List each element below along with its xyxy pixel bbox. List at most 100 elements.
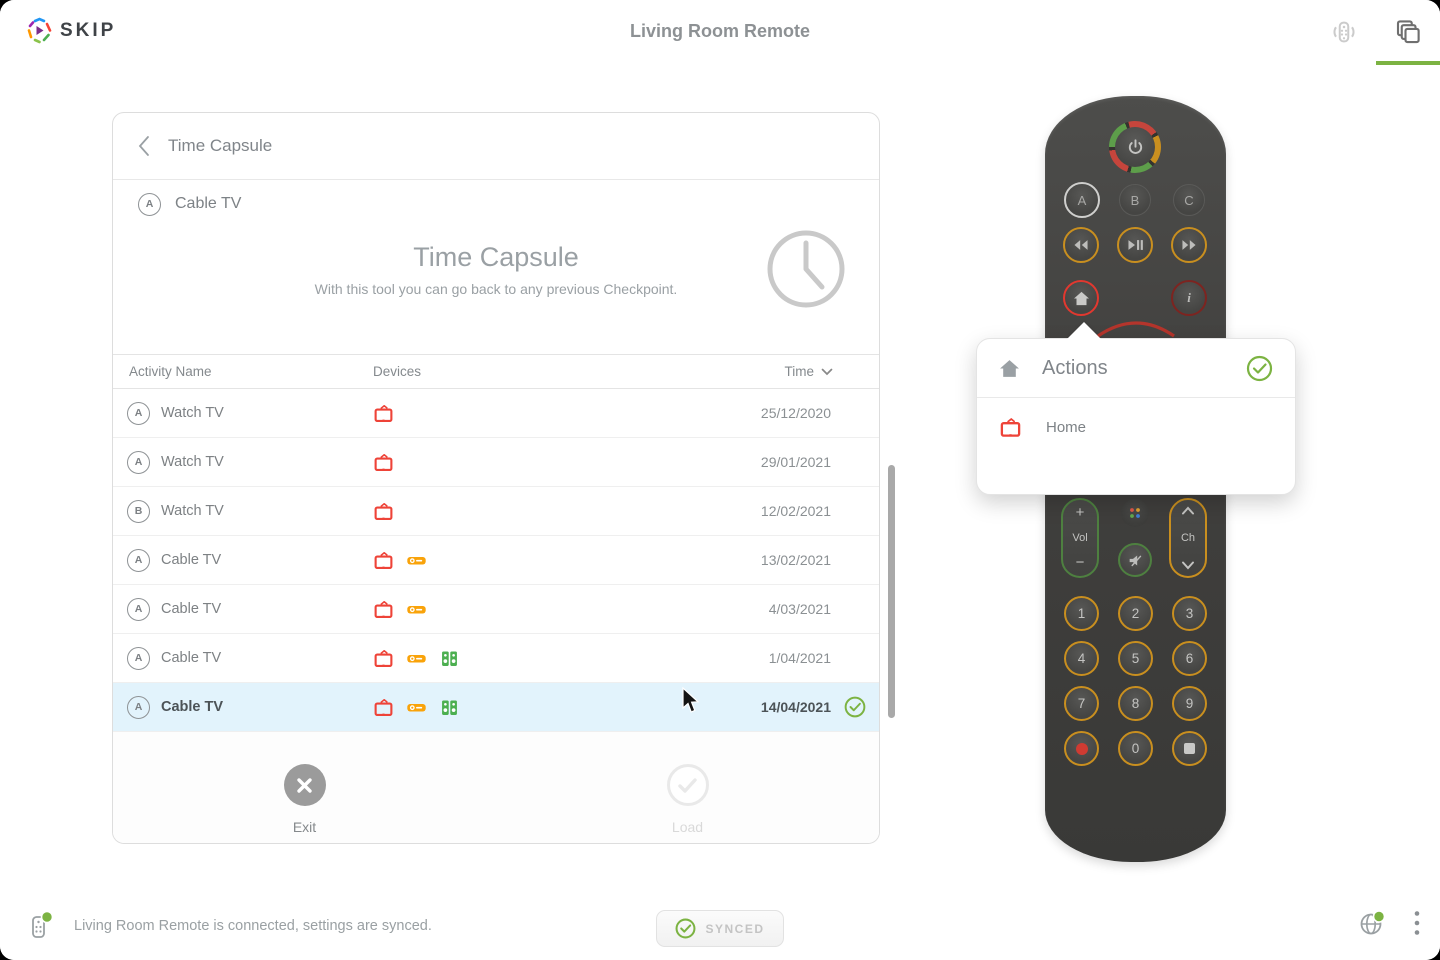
color-dots-button[interactable] [1121, 499, 1149, 527]
power-button[interactable] [1115, 127, 1155, 167]
load-label: Load [671, 819, 704, 835]
vol-label: Vol [1072, 532, 1088, 544]
more-menu-button[interactable] [1414, 910, 1420, 936]
digit-button-8[interactable]: 8 [1118, 686, 1153, 721]
digit-button-4[interactable]: 4 [1064, 641, 1099, 676]
power-button-ring [1109, 121, 1161, 173]
table-row[interactable]: A Cable TV 4/03/2021 [113, 585, 879, 634]
tv-icon [374, 698, 393, 716]
speakers-icon [442, 700, 457, 715]
status-message: Living Room Remote is connected, setting… [74, 918, 432, 934]
volume-rocker[interactable]: + Vol − [1061, 498, 1099, 578]
activity-badge: B [127, 499, 150, 523]
connection-status: Living Room Remote is connected, setting… [28, 910, 432, 942]
vol-up-label: + [1075, 504, 1085, 521]
column-activity-name: Activity Name [129, 364, 212, 379]
tv-icon [374, 600, 393, 618]
exit-x-icon [283, 764, 326, 806]
page-title: Living Room Remote [629, 21, 810, 41]
button-b[interactable]: B [1119, 184, 1151, 216]
table-row[interactable]: A Cable TV 13/02/2021 [113, 536, 879, 585]
activity-badge: A [127, 695, 150, 719]
tv-icon [374, 551, 393, 569]
checkpoint-time: 13/02/2021 [760, 552, 831, 568]
record-button[interactable] [1064, 731, 1099, 766]
home-button[interactable] [1063, 280, 1099, 316]
checkpoint-time: 12/02/2021 [760, 503, 831, 519]
activity-name: Watch TV [161, 454, 224, 470]
device-icons [373, 452, 711, 473]
home-icon [1073, 291, 1089, 305]
table-row[interactable]: A Cable TV 1/04/2021 [113, 634, 879, 683]
activity-name: Cable TV [161, 552, 222, 568]
play-pause-button[interactable] [1117, 227, 1153, 263]
panel-title: Time Capsule [168, 136, 273, 155]
channel-down-icon [1182, 561, 1194, 570]
device-icons [373, 697, 711, 718]
column-time[interactable]: Time [739, 364, 879, 379]
synced-button[interactable]: SYNCED [656, 910, 784, 947]
network-button[interactable] [1358, 908, 1388, 938]
cable-box-icon [407, 654, 426, 662]
power-icon [1128, 138, 1142, 154]
info-button[interactable]: i [1171, 280, 1207, 316]
table-body: A Watch TV 25/12/2020 A Watch TV 29/01/2… [113, 389, 879, 732]
table-row[interactable]: A Watch TV 25/12/2020 [113, 389, 879, 438]
tv-icon [374, 404, 393, 422]
channel-label: Ch [1180, 532, 1196, 544]
layers-icon [1396, 20, 1420, 44]
table-row[interactable]: A Cable TV 14/04/2021 [113, 683, 879, 732]
kebab-menu-icon [1414, 911, 1420, 935]
table-header: Activity Name Devices Time [113, 354, 879, 389]
hero-section: Time Capsule With this tool you can go b… [113, 228, 879, 354]
mute-button[interactable] [1118, 543, 1152, 577]
exit-button[interactable]: Exit [113, 764, 496, 835]
digit-button-6[interactable]: 6 [1172, 641, 1207, 676]
hero-title: Time Capsule [413, 242, 579, 272]
activity-badge: A [138, 192, 161, 216]
digit-button-7[interactable]: 7 [1064, 686, 1099, 721]
load-button[interactable]: Load [496, 764, 879, 835]
remote-tab-button[interactable] [1328, 16, 1360, 48]
popover-item-home[interactable]: Home [977, 398, 1295, 457]
digit-button-0[interactable]: 0 [1118, 731, 1153, 766]
popover-item-label: Home [1046, 419, 1087, 436]
synced-check-icon [676, 918, 696, 939]
back-chevron-icon[interactable] [137, 135, 150, 157]
top-bar: SKIP Living Room Remote [0, 0, 1440, 65]
digit-button-1[interactable]: 1 [1064, 596, 1099, 631]
popover-title: Actions [1042, 356, 1108, 379]
time-capsule-panel: Time Capsule A Cable TV Time Capsule Wit… [112, 112, 880, 844]
tv-icon [374, 502, 393, 520]
digit-button-3[interactable]: 3 [1172, 596, 1207, 631]
button-a[interactable]: A [1064, 182, 1100, 218]
tv-icon [374, 649, 393, 667]
cable-box-icon [407, 605, 426, 613]
play-pause-icon [1128, 240, 1143, 250]
active-tab-indicator [1376, 61, 1440, 65]
digit-button-9[interactable]: 9 [1172, 686, 1207, 721]
channel-rocker[interactable]: Ch [1169, 498, 1207, 578]
skip-logo: SKIP [26, 17, 116, 44]
panel-scrollbar[interactable] [888, 465, 895, 718]
activity-name: Cable TV [175, 195, 242, 212]
color-dots-icon [1130, 508, 1140, 518]
digit-button-5[interactable]: 5 [1118, 641, 1153, 676]
device-icons [373, 599, 711, 620]
rewind-button[interactable] [1063, 227, 1099, 263]
hero-subtitle: With this tool you can go back to any pr… [314, 281, 678, 297]
selected-check-icon [831, 696, 879, 718]
activities-tab-button[interactable] [1392, 16, 1424, 48]
table-row[interactable]: B Watch TV 12/02/2021 [113, 487, 879, 536]
confirmed-check-icon [1246, 355, 1273, 381]
button-c[interactable]: C [1173, 184, 1205, 216]
table-row[interactable]: A Watch TV 29/01/2021 [113, 438, 879, 487]
digit-button-2[interactable]: 2 [1118, 596, 1153, 631]
fast-forward-button[interactable] [1171, 227, 1207, 263]
status-actions [1358, 908, 1420, 938]
checkpoint-time: 25/12/2020 [760, 405, 831, 421]
column-devices: Devices [373, 364, 422, 379]
panel-footer: Exit Load [113, 732, 879, 843]
stop-button[interactable] [1172, 731, 1207, 766]
speakers-icon [442, 651, 457, 666]
